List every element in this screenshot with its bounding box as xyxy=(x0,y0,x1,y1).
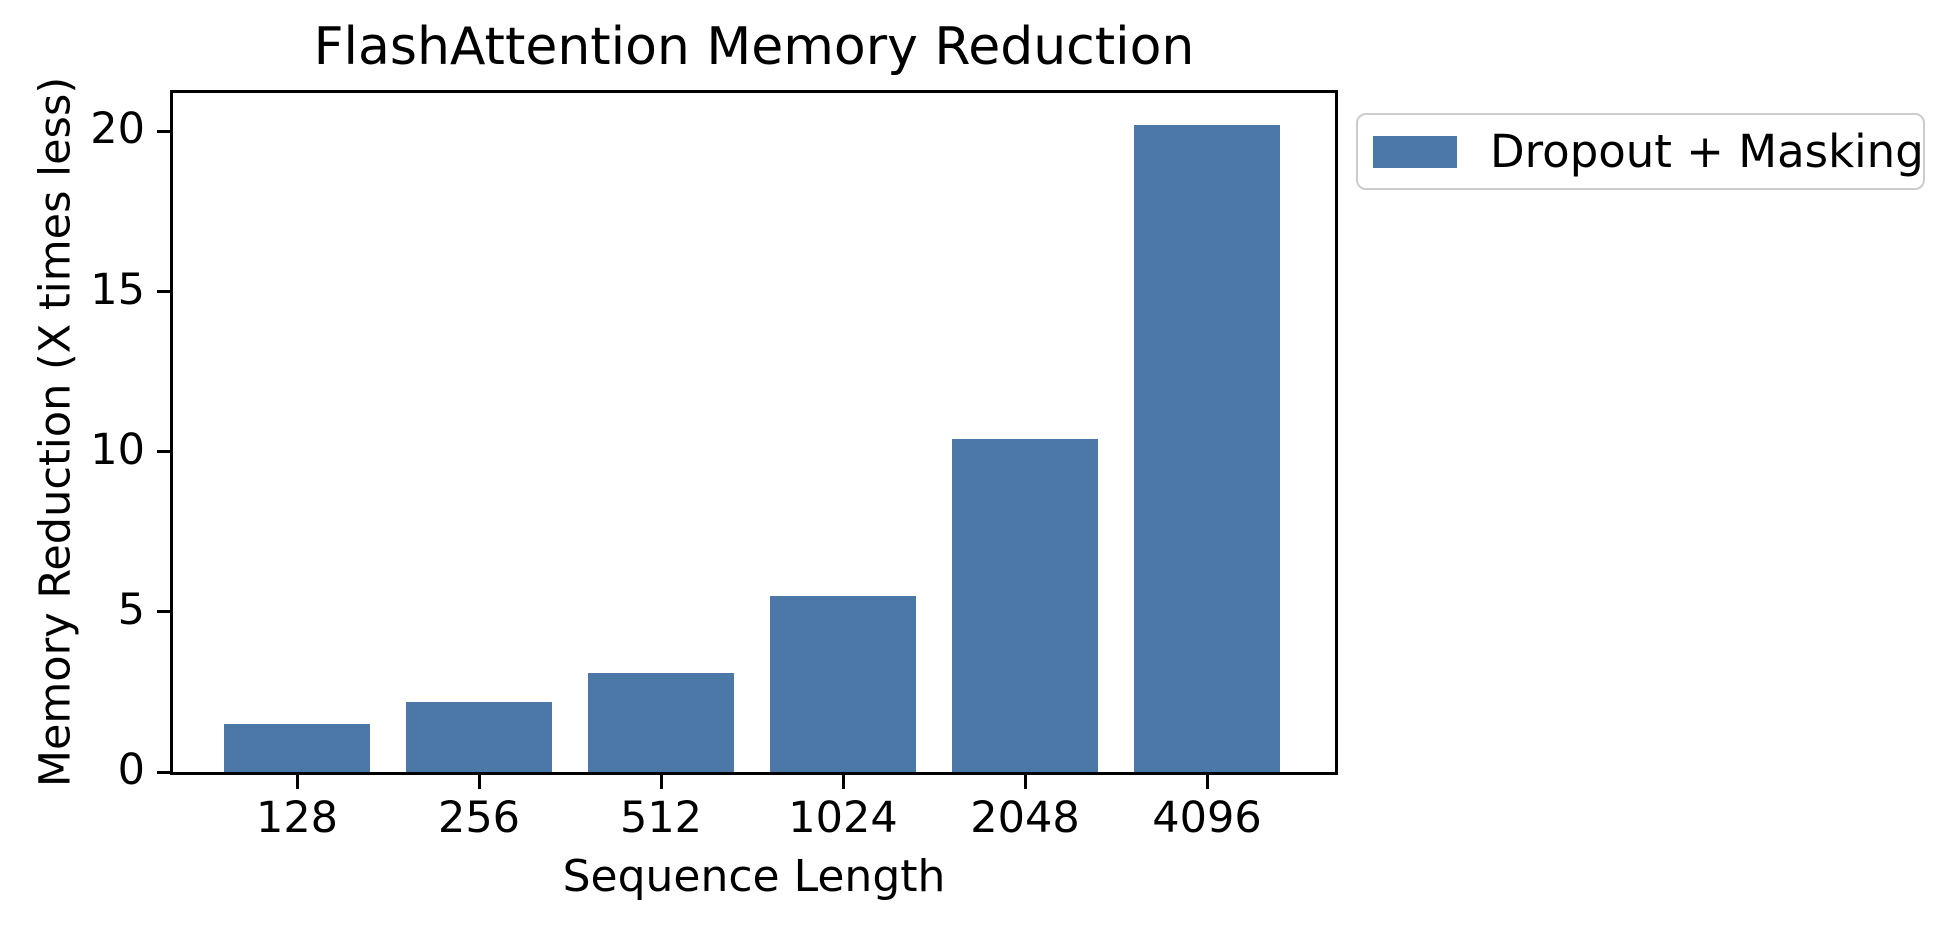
x-tick xyxy=(1205,775,1209,789)
y-tick-label: 20 xyxy=(90,104,145,155)
legend-swatch xyxy=(1373,135,1457,168)
y-tick xyxy=(157,129,173,133)
x-tick xyxy=(295,775,299,789)
bar-128 xyxy=(224,723,370,772)
x-tick xyxy=(841,775,845,789)
bar-256 xyxy=(406,701,552,772)
x-tick-label: 4096 xyxy=(1152,793,1262,843)
chart-title: FlashAttention Memory Reduction xyxy=(313,17,1195,77)
bar-2048 xyxy=(952,438,1098,772)
y-tick xyxy=(157,290,173,294)
x-tick-label: 1024 xyxy=(788,793,898,843)
legend-label: Dropout + Masking xyxy=(1490,125,1924,178)
x-tick xyxy=(1023,775,1027,789)
bar-1024 xyxy=(770,595,916,772)
x-tick xyxy=(477,775,481,789)
x-tick-label: 128 xyxy=(255,793,339,843)
y-tick xyxy=(157,770,173,774)
y-tick-label: 5 xyxy=(117,584,145,635)
x-tick xyxy=(659,775,663,789)
y-tick-label: 0 xyxy=(117,744,145,795)
y-tick-label: 10 xyxy=(90,424,145,475)
y-tick xyxy=(157,610,173,614)
bar-4096 xyxy=(1134,125,1280,772)
y-tick xyxy=(157,450,173,454)
x-tick-label: 256 xyxy=(437,793,521,843)
x-tick-label: 2048 xyxy=(970,793,1080,843)
x-axis-label: Sequence Length xyxy=(562,851,946,902)
legend: Dropout + Masking xyxy=(1356,113,1925,190)
x-tick-label: 512 xyxy=(619,793,703,843)
y-tick-label: 15 xyxy=(90,264,145,315)
bar-512 xyxy=(588,672,734,772)
